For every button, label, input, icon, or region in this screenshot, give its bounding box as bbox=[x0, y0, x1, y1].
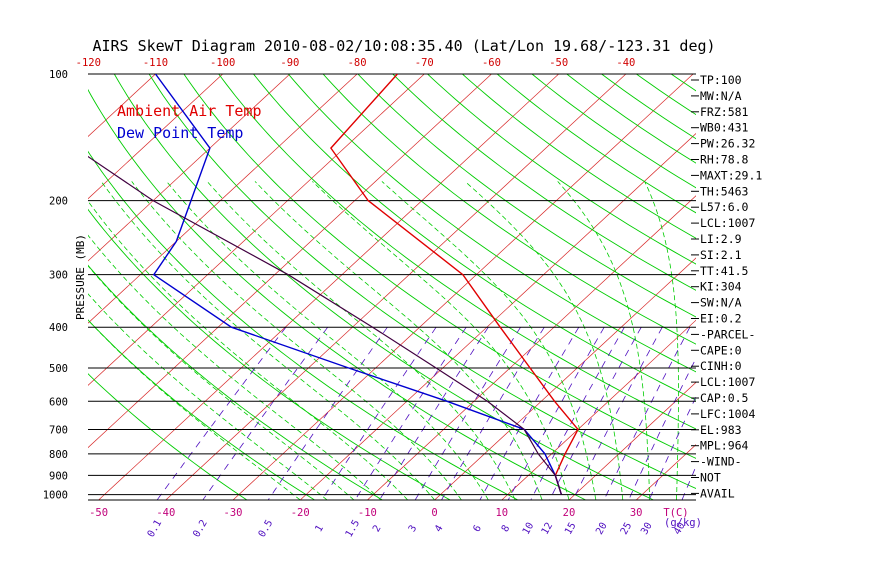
legend-ambient-air-temp: Ambient Air Temp bbox=[117, 102, 262, 120]
mixing-ratio-label: 20 bbox=[594, 521, 610, 537]
isotherm-line bbox=[31, 74, 491, 500]
index-readout: LI:2.9 bbox=[700, 232, 742, 246]
mixing-ratio-label: 0.2 bbox=[191, 518, 210, 539]
mixing-ratio-label: 10 bbox=[521, 521, 537, 537]
index-readout: CINH:0 bbox=[700, 359, 742, 373]
index-readout: FRZ:581 bbox=[700, 105, 749, 119]
chart-title: AIRS SkewT Diagram 2010-08-02/10:08:35.4… bbox=[92, 37, 715, 55]
moist-adiabat-line bbox=[50, 181, 381, 500]
index-readout: CAPE:0 bbox=[700, 343, 742, 357]
pressure-tick-label: 200 bbox=[49, 196, 68, 208]
isotherm-line bbox=[435, 74, 870, 500]
mixing-ratio-unit-label: (g/kg) bbox=[664, 517, 702, 529]
index-readout: MW:N/A bbox=[700, 89, 742, 103]
temp-tick-label: 0 bbox=[431, 507, 437, 519]
mixing-ratio-line bbox=[531, 327, 625, 500]
index-readout: TT:41.5 bbox=[700, 264, 748, 278]
dry-adiabat-line bbox=[219, 74, 857, 500]
pressure-tick-label: 900 bbox=[49, 470, 68, 482]
pressure-tick-label: 1000 bbox=[43, 490, 68, 502]
pressure-tick-label: 300 bbox=[49, 270, 68, 282]
top-temp-tick-label: -110 bbox=[143, 57, 168, 69]
index-readout: NOT bbox=[700, 471, 721, 485]
temp-tick-label: 20 bbox=[563, 507, 576, 519]
index-readout: RH:78.8 bbox=[700, 153, 749, 167]
index-readout: TP:100 bbox=[700, 73, 742, 87]
index-readout: WB0:431 bbox=[700, 121, 749, 135]
index-readout: KI:304 bbox=[700, 280, 742, 294]
index-readout: MAXT:29.1 bbox=[700, 168, 762, 182]
mixing-ratio-label: 15 bbox=[563, 521, 579, 537]
mixing-ratio-label: 1.5 bbox=[344, 518, 363, 539]
index-readout: EI:0.2 bbox=[700, 312, 742, 326]
pressure-tick-label: 800 bbox=[49, 449, 68, 461]
temp-tick-label: -40 bbox=[156, 507, 175, 519]
index-readout: CAP:0.5 bbox=[700, 391, 748, 405]
index-readout: L57:6.0 bbox=[700, 200, 749, 214]
top-temp-tick-label: -120 bbox=[76, 57, 101, 69]
mixing-ratio-label: 4 bbox=[433, 523, 446, 534]
moist-adiabat-line bbox=[167, 181, 489, 500]
top-temp-tick-label: -50 bbox=[549, 57, 568, 69]
top-temp-tick-label: -70 bbox=[415, 57, 434, 69]
mixing-ratio-line bbox=[415, 327, 520, 500]
top-temp-tick-label: -40 bbox=[616, 57, 635, 69]
temp-tick-label: -30 bbox=[224, 507, 243, 519]
moist-adiabat-line bbox=[74, 181, 408, 500]
pressure-tick-label: 100 bbox=[49, 69, 68, 81]
dry-adiabat-line bbox=[358, 74, 870, 500]
index-readout: LCL:1007 bbox=[700, 375, 755, 389]
pressure-tick-label: 600 bbox=[49, 396, 68, 408]
top-temp-tick-label: -60 bbox=[482, 57, 501, 69]
mixing-ratio-label: 3 bbox=[407, 523, 420, 534]
index-readout: SW:N/A bbox=[700, 296, 742, 310]
top-temp-tick-label: -80 bbox=[348, 57, 367, 69]
index-readout: -PARCEL- bbox=[700, 327, 755, 341]
index-readout: LCL:1007 bbox=[700, 216, 755, 230]
index-readout: LFC:1004 bbox=[700, 407, 755, 421]
isotherm-line bbox=[367, 74, 827, 500]
mixing-ratio-label: 6 bbox=[471, 523, 484, 534]
dry-adiabat-line bbox=[393, 74, 870, 500]
temp-tick-label: 30 bbox=[630, 507, 643, 519]
index-readout: TH:5463 bbox=[700, 184, 749, 198]
index-readout: MPL:964 bbox=[700, 439, 749, 453]
mixing-ratio-label: 12 bbox=[540, 521, 556, 537]
index-readout: AVAIL bbox=[700, 486, 735, 500]
temp-tick-label: 10 bbox=[495, 507, 508, 519]
index-readout: EL:983 bbox=[700, 423, 742, 437]
isotherm-line bbox=[771, 74, 870, 500]
mixing-ratio-label: 1 bbox=[313, 523, 326, 534]
top-temp-tick-label: -90 bbox=[280, 57, 299, 69]
moist-adiabat-line bbox=[255, 181, 542, 500]
index-readout: -WIND- bbox=[700, 455, 742, 469]
pressure-tick-label: 500 bbox=[49, 363, 68, 375]
mixing-ratio-label: 2 bbox=[371, 523, 384, 534]
temp-tick-label: -20 bbox=[291, 507, 310, 519]
mixing-ratio-line bbox=[442, 327, 545, 500]
temp-tick-label: -50 bbox=[89, 507, 108, 519]
pressure-tick-label: 700 bbox=[49, 424, 68, 436]
mixing-ratio-label: 0.5 bbox=[257, 518, 276, 539]
temp-tick-label: -10 bbox=[358, 507, 377, 519]
dry-adiabat-line bbox=[254, 74, 870, 500]
index-readout: PW:26.32 bbox=[700, 137, 755, 151]
legend-dew-point-temp: Dew Point Temp bbox=[117, 124, 243, 142]
dry-adiabat-line bbox=[497, 74, 870, 500]
mixing-ratio-label: 0.1 bbox=[146, 518, 165, 539]
top-temp-tick-label: -100 bbox=[210, 57, 235, 69]
dry-adiabat-line bbox=[462, 74, 870, 500]
isotherm-line bbox=[0, 74, 21, 500]
isotherm-line bbox=[838, 74, 870, 500]
y-axis-label: PRESSURE (MB) bbox=[74, 234, 87, 320]
mixing-ratio-label: 8 bbox=[500, 523, 513, 534]
mixing-ratio-label: 30 bbox=[639, 521, 655, 537]
mixing-ratio-label: 25 bbox=[619, 521, 635, 537]
index-readout: SI:2.1 bbox=[700, 248, 742, 262]
pressure-tick-label: 400 bbox=[49, 322, 68, 334]
